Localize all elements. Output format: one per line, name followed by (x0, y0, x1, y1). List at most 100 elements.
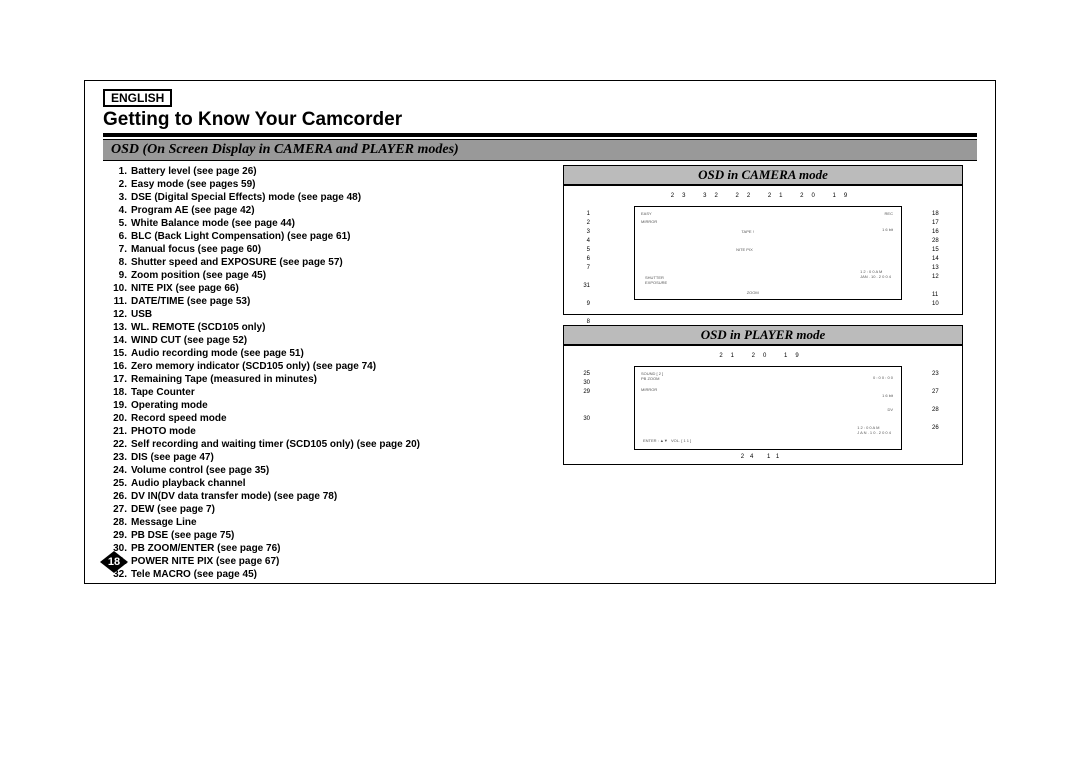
osd-list-item: 22.Self recording and waiting timer (SCD… (109, 438, 543, 451)
tiny-label: NITE PIX (736, 247, 753, 252)
list-number: 24. (109, 464, 131, 477)
osd-list-item: 32.Tele MACRO (see page 45) (109, 568, 543, 581)
osd-list-item: 10.NITE PIX (see page 66) (109, 282, 543, 295)
list-number: 21. (109, 425, 131, 438)
list-number: 6. (109, 230, 131, 243)
section-heading: OSD (On Screen Display in CAMERA and PLA… (103, 139, 977, 161)
tiny-label: MIRROR (641, 387, 657, 392)
osd-list-item: 28.Message Line (109, 516, 543, 529)
tiny-label: 1 6 bit (882, 227, 893, 232)
tiny-label: 1 2 : 0 0 A MJ A N . 1 0 . 2 0 0 4 (857, 425, 891, 435)
list-number: 1. (109, 165, 131, 178)
tiny-label: TAPE ! (741, 229, 753, 234)
osd-list-item: 17.Remaining Tape (measured in minutes) (109, 373, 543, 386)
list-number: 2. (109, 178, 131, 191)
tiny-label: 1 2 : 0 0 A MJAN . 10 . 2 0 0 4 (860, 269, 891, 279)
osd-feature-list: 1.Battery level (see page 26)2.Easy mode… (103, 165, 543, 581)
list-text: NITE PIX (see page 66) (131, 282, 239, 295)
osd-list-item: 21.PHOTO mode (109, 425, 543, 438)
list-text: BLC (Back Light Compensation) (see page … (131, 230, 350, 243)
list-text: Tele MACRO (see page 45) (131, 568, 257, 581)
list-text: Battery level (see page 26) (131, 165, 257, 178)
osd-list-item: 7.Manual focus (see page 60) (109, 243, 543, 256)
list-text: Tape Counter (131, 386, 195, 399)
callouts-left: 1234567 31 9 8 (578, 210, 590, 327)
page-title: Getting to Know Your Camcorder (103, 109, 977, 137)
list-text: PHOTO mode (131, 425, 196, 438)
list-text: Remaining Tape (measured in minutes) (131, 373, 317, 386)
camera-diagram-title: OSD in CAMERA mode (563, 165, 963, 185)
osd-list-item: 31.POWER NITE PIX (see page 67) (109, 555, 543, 568)
list-text: Operating mode (131, 399, 208, 412)
tiny-label: EASY (641, 211, 652, 216)
tiny-label: VOL. [ 1 1 ] (671, 438, 691, 443)
list-number: 25. (109, 477, 131, 490)
list-number: 7. (109, 243, 131, 256)
tiny-label: 0 : 0 0 : 0 0 (873, 375, 893, 380)
osd-list-item: 29.PB DSE (see page 75) (109, 529, 543, 542)
list-number: 3. (109, 191, 131, 204)
list-number: 26. (109, 490, 131, 503)
osd-list-item: 13.WL. REMOTE (SCD105 only) (109, 321, 543, 334)
list-number: 20. (109, 412, 131, 425)
tiny-label: SHUTTEREXPOSURE (645, 275, 667, 285)
language-label: ENGLISH (103, 89, 172, 107)
list-text: Manual focus (see page 60) (131, 243, 261, 256)
osd-list-item: 26.DV IN(DV data transfer mode) (see pag… (109, 490, 543, 503)
list-text: Audio recording mode (see page 51) (131, 347, 304, 360)
callouts-top: 23 32 22 21 20 19 (564, 192, 962, 201)
tiny-label: ENTER : ▲▼ (643, 438, 668, 443)
osd-list-item: 15.Audio recording mode (see page 51) (109, 347, 543, 360)
osd-list-item: 25.Audio playback channel (109, 477, 543, 490)
osd-list-item: 6.BLC (Back Light Compensation) (see pag… (109, 230, 543, 243)
callouts-bottom: 24 11 (564, 453, 962, 462)
list-text: PB ZOOM/ENTER (see page 76) (131, 542, 280, 555)
list-number: 29. (109, 529, 131, 542)
osd-list-item: 11.DATE/TIME (see page 53) (109, 295, 543, 308)
osd-list-item: 19.Operating mode (109, 399, 543, 412)
osd-list-item: 9.Zoom position (see page 45) (109, 269, 543, 282)
list-number: 28. (109, 516, 131, 529)
list-text: Volume control (see page 35) (131, 464, 269, 477)
osd-list-item: 3.DSE (Digital Special Effects) mode (se… (109, 191, 543, 204)
list-number: 10. (109, 282, 131, 295)
osd-list-item: 16.Zero memory indicator (SCD105 only) (… (109, 360, 543, 373)
tiny-label: SOUND [ 2 ]PB ZOOM (641, 371, 663, 381)
list-number: 15. (109, 347, 131, 360)
callouts-right: 1817162815141312 1110 (932, 210, 948, 309)
tiny-label: MIRROR (641, 219, 657, 224)
osd-list-item: 23.DIS (see page 47) (109, 451, 543, 464)
list-text: Message Line (131, 516, 197, 529)
list-text: USB (131, 308, 152, 321)
list-number: 14. (109, 334, 131, 347)
list-number: 18. (109, 386, 131, 399)
osd-list-item: 2.Easy mode (see pages 59) (109, 178, 543, 191)
osd-list-item: 27.DEW (see page 7) (109, 503, 543, 516)
list-text: Zero memory indicator (SCD105 only) (see… (131, 360, 376, 373)
list-text: DATE/TIME (see page 53) (131, 295, 250, 308)
list-number: 16. (109, 360, 131, 373)
tiny-label: ZOOM (747, 290, 759, 295)
camera-screen-outline: EASY MIRROR REC TAPE ! NITE PIX SHUTTERE… (634, 206, 902, 300)
list-number: 22. (109, 438, 131, 451)
list-text: Program AE (see page 42) (131, 204, 255, 217)
osd-list-item: 20.Record speed mode (109, 412, 543, 425)
camera-osd-diagram: 23 32 22 21 20 19 1234567 31 9 8 EASY MI… (563, 185, 963, 315)
list-text: Zoom position (see page 45) (131, 269, 266, 282)
list-number: 8. (109, 256, 131, 269)
callouts-left: 253029 30 (578, 370, 590, 424)
player-screen-outline: SOUND [ 2 ]PB ZOOM MIRROR 0 : 0 0 : 0 0 … (634, 366, 902, 450)
list-text: DIS (see page 47) (131, 451, 214, 464)
list-text: Audio playback channel (131, 477, 245, 490)
osd-list-item: 30.PB ZOOM/ENTER (see page 76) (109, 542, 543, 555)
list-number: 4. (109, 204, 131, 217)
osd-list-item: 24.Volume control (see page 35) (109, 464, 543, 477)
list-number: 19. (109, 399, 131, 412)
list-text: DEW (see page 7) (131, 503, 215, 516)
list-text: Record speed mode (131, 412, 227, 425)
list-text: PB DSE (see page 75) (131, 529, 234, 542)
list-text: White Balance mode (see page 44) (131, 217, 295, 230)
callouts-top: 21 20 19 (564, 352, 962, 361)
list-number: 9. (109, 269, 131, 282)
list-number: 23. (109, 451, 131, 464)
